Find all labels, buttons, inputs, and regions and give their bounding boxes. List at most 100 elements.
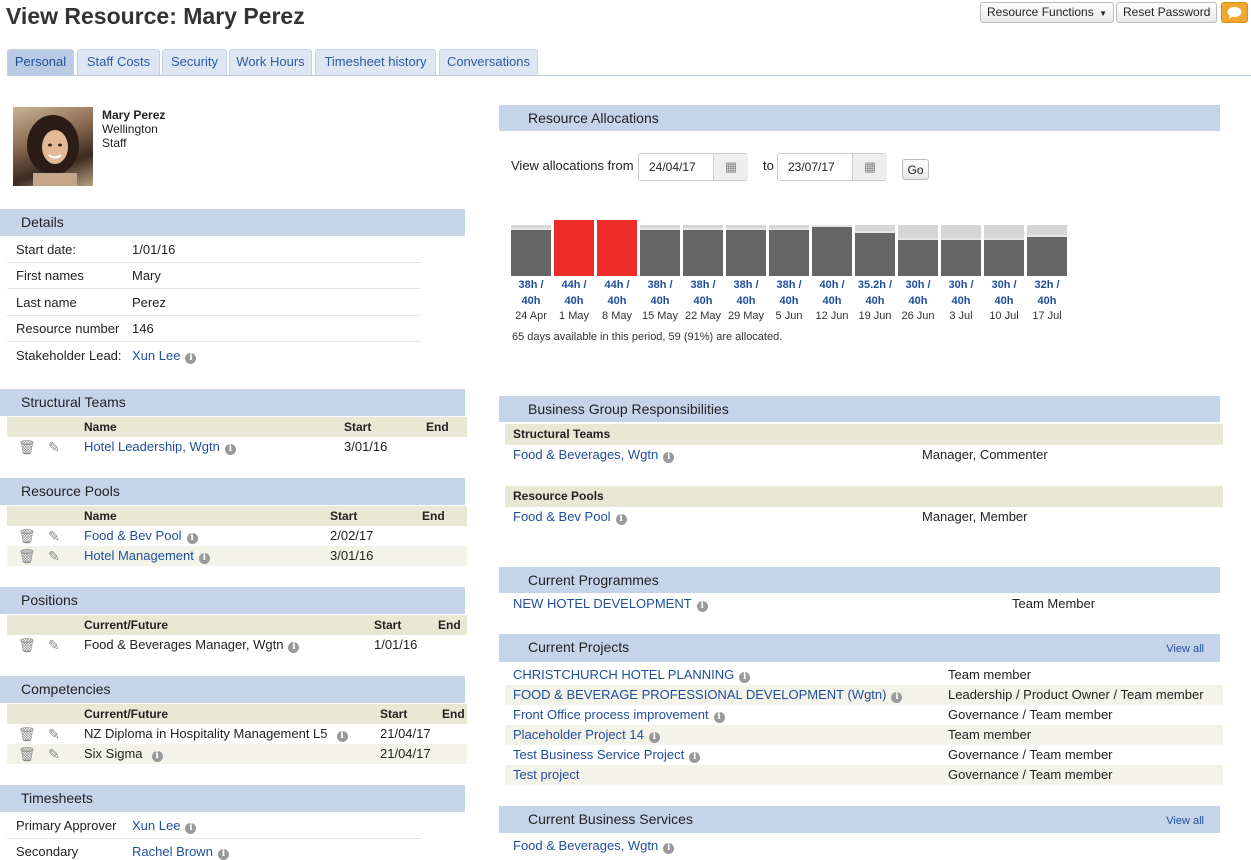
info-icon[interactable]: i	[336, 731, 348, 742]
resource-functions-label: Resource Functions	[987, 5, 1094, 19]
allocation-label: 44h /40h	[561, 279, 587, 307]
bgr-structural-label: Structural Teams	[505, 424, 1223, 445]
allocation-label: 38h /40h	[690, 279, 716, 307]
timesheet-row: Secondary Rachel Brown i	[7, 838, 421, 860]
calendar-icon[interactable]: ▦	[713, 154, 748, 180]
info-icon[interactable]: i	[713, 712, 725, 723]
go-button[interactable]: Go	[902, 159, 929, 180]
competency-name: NZ Diploma in Hospitality Management L5	[84, 726, 328, 741]
detail-row: Last name Perez	[7, 289, 421, 316]
trash-icon[interactable]: 🗑	[18, 528, 36, 544]
pencil-icon[interactable]: ✎	[48, 746, 60, 762]
from-date-field[interactable]: 24/04/17 ▦	[638, 153, 748, 181]
resource-functions-button[interactable]: Resource Functions ▼	[980, 2, 1114, 23]
allocation-bar[interactable]	[683, 227, 723, 276]
tab-timesheet-history[interactable]: Timesheet history	[315, 49, 436, 75]
tab-work-hours[interactable]: Work Hours	[229, 49, 312, 75]
allocation-bar[interactable]	[812, 225, 852, 276]
tab-staff-costs[interactable]: Staff Costs	[77, 49, 160, 75]
avatar	[13, 107, 93, 186]
projects-view-all-link[interactable]: View all	[1166, 643, 1204, 655]
pencil-icon[interactable]: ✎	[48, 726, 60, 742]
info-icon[interactable]: i	[648, 732, 660, 743]
info-icon[interactable]: i	[185, 353, 197, 364]
pencil-icon[interactable]: ✎	[48, 637, 60, 653]
table-header: Name Start End	[7, 506, 467, 526]
allocation-bar[interactable]	[769, 227, 809, 276]
info-icon[interactable]: i	[224, 444, 236, 455]
week-label: 1 May	[559, 310, 589, 322]
primary-approver-link[interactable]: Xun Lee	[132, 818, 181, 833]
bgr-team-link[interactable]: Food & Beverages, Wgtn	[513, 447, 659, 462]
service-link[interactable]: Food & Beverages, Wgtn	[513, 838, 659, 853]
chat-button[interactable]	[1221, 2, 1248, 23]
info-icon[interactable]: i	[663, 843, 675, 854]
info-icon[interactable]: i	[217, 849, 229, 860]
week-label: 5 Jun	[775, 310, 803, 322]
trash-icon[interactable]: 🗑	[18, 439, 36, 455]
to-date-field[interactable]: 23/07/17 ▦	[777, 153, 887, 181]
info-icon[interactable]: i	[689, 752, 701, 763]
bgr-header: Business Group Responsibilities	[499, 396, 1220, 422]
week-label: 22 May	[684, 310, 722, 322]
allocation-bar[interactable]	[941, 237, 981, 276]
table-row: 🗑 ✎ NZ Diploma in Hospitality Management …	[18, 726, 431, 742]
allocation-bar[interactable]	[726, 227, 766, 276]
info-icon[interactable]: i	[891, 692, 903, 703]
pool-link[interactable]: Food & Bev Pool	[84, 528, 182, 543]
allocation-label: 30h /40h	[905, 279, 931, 307]
calendar-icon[interactable]: ▦	[852, 154, 887, 180]
trash-icon[interactable]: 🗑	[18, 548, 36, 564]
reset-password-button[interactable]: Reset Password	[1116, 2, 1218, 23]
details-header: Details	[0, 209, 465, 236]
timesheets-header: Timesheets	[0, 785, 465, 812]
info-icon[interactable]: i	[615, 514, 627, 525]
stakeholder-lead-link[interactable]: Xun Lee	[132, 348, 181, 363]
info-icon[interactable]: i	[696, 601, 708, 612]
allocation-bar[interactable]	[640, 227, 680, 276]
project-link[interactable]: FOOD & BEVERAGE PROFESSIONAL DEVELOPMENT…	[513, 687, 887, 702]
team-link[interactable]: Hotel Leadership, Wgtn	[84, 439, 220, 454]
trash-icon[interactable]: 🗑	[18, 746, 36, 762]
info-icon[interactable]: i	[663, 452, 675, 463]
allocation-bar[interactable]	[554, 220, 594, 276]
allocation-label: 32h /40h	[1034, 279, 1060, 307]
info-icon[interactable]: i	[151, 751, 163, 762]
programme-link[interactable]: NEW HOTEL DEVELOPMENT	[513, 596, 692, 611]
bgr-pool-link[interactable]: Food & Bev Pool	[513, 509, 611, 524]
project-link[interactable]: Front Office process improvement	[513, 707, 709, 722]
pool-link[interactable]: Hotel Management	[84, 548, 194, 563]
allocation-bar[interactable]	[898, 237, 938, 276]
project-link[interactable]: Test project	[513, 767, 580, 782]
info-icon[interactable]: i	[739, 672, 751, 683]
trash-icon[interactable]: 🗑	[18, 726, 36, 742]
allocation-bar[interactable]	[597, 220, 637, 276]
pencil-icon[interactable]: ✎	[48, 548, 60, 564]
resource-pools-header: Resource Pools	[0, 478, 465, 505]
pencil-icon[interactable]: ✎	[48, 439, 60, 455]
allocation-bar[interactable]	[984, 237, 1024, 276]
trash-icon[interactable]: 🗑	[18, 637, 36, 653]
programmes-header: Current Programmes	[499, 567, 1220, 593]
info-icon[interactable]: i	[198, 553, 210, 564]
pencil-icon[interactable]: ✎	[48, 528, 60, 544]
info-icon[interactable]: i	[186, 533, 198, 544]
allocation-bar[interactable]	[1027, 235, 1067, 276]
tab-security[interactable]: Security	[162, 49, 227, 75]
table-header: Current/Future Start End	[7, 704, 467, 724]
services-view-all-link[interactable]: View all	[1166, 815, 1204, 827]
project-link[interactable]: CHRISTCHURCH HOTEL PLANNING	[513, 667, 735, 682]
project-link[interactable]: Test Business Service Project	[513, 747, 685, 762]
tab-conversations[interactable]: Conversations	[439, 49, 538, 75]
project-link[interactable]: Placeholder Project 14	[513, 727, 644, 742]
caret-down-icon: ▼	[1099, 9, 1107, 18]
secondary-approver-link[interactable]: Rachel Brown	[132, 844, 213, 859]
week-label: 8 May	[602, 310, 632, 322]
info-icon[interactable]: i	[185, 823, 197, 834]
week-label: 29 May	[727, 310, 765, 322]
allocation-bar[interactable]	[855, 231, 895, 276]
allocation-bar[interactable]	[511, 227, 551, 276]
info-icon[interactable]: i	[288, 642, 300, 653]
detail-row: Resource number 146	[7, 315, 421, 342]
tab-personal[interactable]: Personal	[7, 49, 74, 76]
